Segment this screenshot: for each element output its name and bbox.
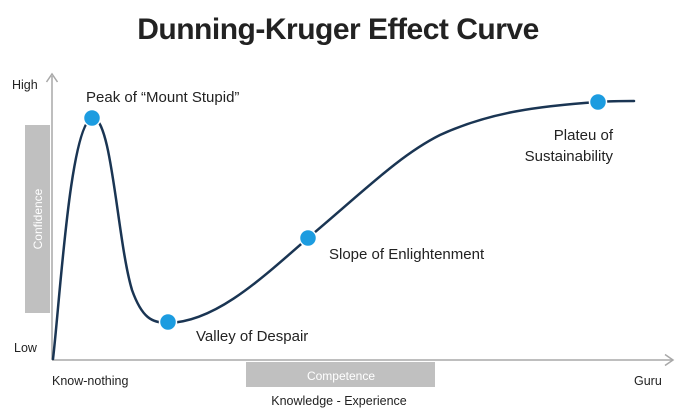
confidence-curve xyxy=(51,99,636,361)
y-axis-high-label: High xyxy=(12,78,38,92)
peak-marker xyxy=(82,108,102,128)
x-axis-left-label: Know-nothing xyxy=(52,374,128,388)
x-axis-right-label: Guru xyxy=(634,374,662,388)
peak-label: Peak of “Mount Stupid” xyxy=(86,89,239,106)
slope-marker xyxy=(298,228,318,248)
valley-label: Valley of Despair xyxy=(196,328,308,345)
plateau-label-line-1: Plateu of xyxy=(554,127,614,144)
y-axis-arrowhead xyxy=(45,72,59,83)
competence-box-label: Competence xyxy=(307,369,375,383)
valley-marker xyxy=(158,312,178,332)
confidence-box xyxy=(25,125,50,313)
diagram-title: Dunning-Kruger Effect Curve xyxy=(137,13,539,46)
plateau-label-line-2: Sustainability xyxy=(525,148,614,165)
x-axis-title: Knowledge - Experience xyxy=(271,394,407,408)
competence-box xyxy=(246,362,435,387)
plateau-marker xyxy=(588,92,608,112)
y-axis-low-label: Low xyxy=(14,341,38,355)
confidence-box-label: Confidence xyxy=(31,188,45,249)
slope-label: Slope of Enlightenment xyxy=(329,246,485,263)
x-axis-arrowhead xyxy=(664,353,675,367)
